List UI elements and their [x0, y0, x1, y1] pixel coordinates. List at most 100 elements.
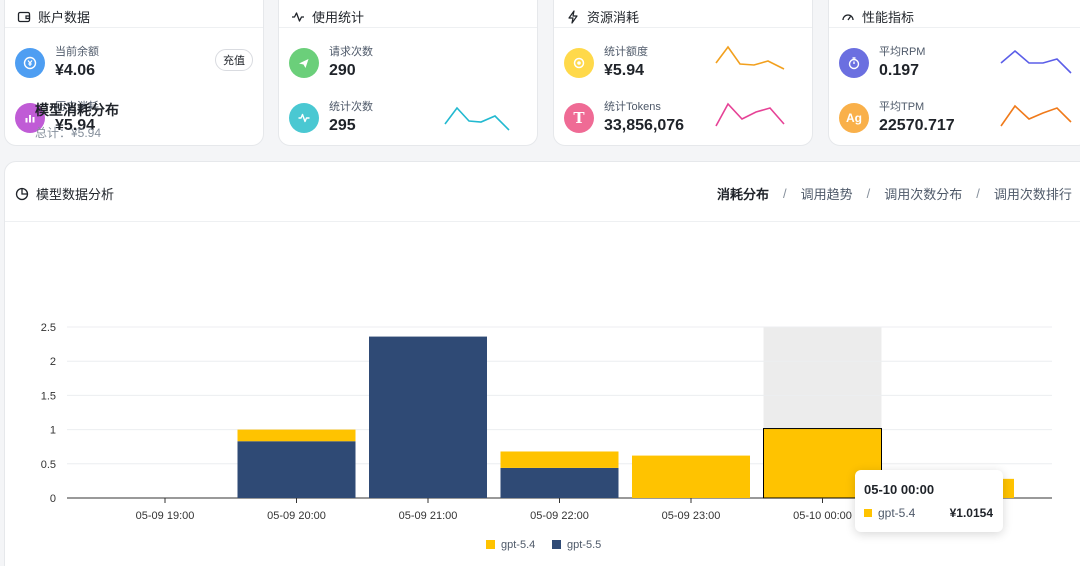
tab-call-count-ranking[interactable]: 调用次数排行 — [993, 187, 1072, 202]
tpm-sparkline — [999, 102, 1075, 132]
tab-separator: / — [976, 186, 980, 201]
pulse-icon — [289, 103, 319, 133]
pie-chart-icon — [15, 187, 29, 201]
performance-metrics-card: 性能指标 平均RPM 0.197 Ag 平均TPM 22570.717 — [828, 0, 1080, 146]
stat-count-label: 统计次数 — [329, 100, 373, 113]
x-tick-label: 05-09 23:00 — [662, 510, 721, 522]
requests-label: 请求次数 — [329, 45, 373, 58]
tokens-row: T 统计Tokens 33,856,076 — [564, 98, 802, 138]
tpm-label: 平均TPM — [879, 100, 925, 113]
usage-card-header: 使用统计 — [291, 7, 364, 26]
tpm-value: 22570.717 — [879, 116, 955, 134]
divider — [5, 221, 1080, 222]
rpm-sparkline — [999, 47, 1075, 77]
silver-badge-icon: Ag — [839, 103, 869, 133]
quota-label: 统计额度 — [604, 45, 648, 58]
balance-row: 当前余额 ¥4.06 充值 — [15, 43, 253, 83]
tooltip-title: 05-10 00:00 — [864, 482, 935, 497]
usage-card-title: 使用统计 — [312, 10, 365, 25]
rpm-label: 平均RPM — [879, 45, 926, 58]
recharge-button[interactable]: 充值 — [215, 49, 253, 71]
y-tick-label: 1.5 — [41, 390, 56, 402]
text-icon: T — [564, 103, 594, 133]
chart-tooltip: 05-10 00:00 gpt-5.4 ¥1.0154 — [855, 470, 1003, 532]
balance-label: 当前余额 — [55, 45, 99, 58]
bar-gpt-5.4 — [1000, 478, 1014, 498]
analysis-tabs: 消耗分布 / 调用趋势 / 调用次数分布 / 调用次数排行 — [717, 184, 1072, 203]
bar-gpt-5.5 — [237, 441, 356, 498]
tooltip-swatch — [864, 509, 872, 517]
history-row: 历史消耗 ¥5.94 — [15, 98, 253, 138]
tokens-sparkline — [714, 102, 790, 132]
tooltip-series-name: gpt-5.4 — [878, 506, 916, 520]
x-tick-label: 05-09 20:00 — [267, 510, 326, 522]
x-tick-label: 05-09 19:00 — [136, 510, 195, 522]
y-tick-label: 0.5 — [41, 459, 56, 471]
account-card-header: 账户数据 — [17, 7, 90, 26]
x-tick-label: 05-09 22:00 — [530, 510, 589, 522]
balance-value: ¥4.06 — [55, 61, 96, 79]
gauge-icon — [841, 10, 855, 24]
account-card-title: 账户数据 — [38, 10, 91, 25]
divider — [554, 27, 812, 28]
history-label: 历史消耗 — [55, 100, 99, 113]
history-value: ¥5.94 — [55, 116, 96, 134]
account-data-card: 账户数据 当前余额 ¥4.06 充值 历史消耗 ¥5.94 — [4, 0, 264, 146]
tab-separator: / — [866, 186, 871, 201]
chart-subtitle: 总计：¥5.94 — [35, 126, 102, 140]
stopwatch-icon — [839, 48, 869, 78]
tpm-row: Ag 平均TPM 22570.717 — [839, 98, 1079, 138]
rpm-value: 0.197 — [879, 61, 920, 79]
quota-value: ¥5.94 — [604, 61, 645, 79]
tokens-value: 33,856,076 — [604, 116, 685, 134]
tooltip-value: ¥1.0154 — [949, 506, 993, 520]
stat-count-row: 统计次数 295 — [289, 98, 527, 138]
divider — [5, 27, 263, 28]
bar-gpt-5.4 — [500, 451, 619, 468]
balance-icon — [15, 48, 45, 78]
activity-icon — [291, 10, 305, 24]
performance-card-title: 性能指标 — [862, 10, 915, 25]
wallet-icon — [17, 10, 31, 24]
legend-label: gpt-5.4 — [501, 539, 535, 551]
quota-row: 统计额度 ¥5.94 — [564, 43, 802, 83]
divider — [829, 27, 1080, 28]
y-tick-label: 1 — [50, 425, 56, 437]
tab-separator: / — [783, 186, 787, 201]
stat-count-sparkline — [439, 102, 515, 132]
rpm-row: 平均RPM 0.197 — [839, 43, 1079, 83]
bar-gpt-5.4 — [632, 455, 750, 498]
legend-swatch — [486, 540, 495, 549]
performance-card-header: 性能指标 — [841, 7, 914, 26]
resource-usage-card: 资源消耗 统计额度 ¥5.94 T 统计Tokens 33,856,076 — [553, 0, 813, 146]
y-tick-label: 2.5 — [41, 322, 56, 334]
send-icon — [289, 48, 319, 78]
tooltip-row: gpt-5.4 ¥1.0154 — [864, 506, 993, 520]
coin-icon — [564, 48, 594, 78]
stat-count-value: 295 — [329, 116, 356, 134]
tab-call-trend[interactable]: 调用趋势 — [800, 187, 853, 202]
divider — [279, 27, 537, 28]
analysis-title: 模型数据分析 — [36, 187, 115, 202]
resource-card-title: 资源消耗 — [587, 10, 640, 25]
y-tick-label: 2 — [50, 356, 56, 368]
requests-value: 290 — [329, 61, 356, 79]
legend-label: gpt-5.5 — [567, 539, 601, 551]
tab-call-count-distribution[interactable]: 调用次数分布 — [884, 187, 963, 202]
requests-row: 请求次数 290 — [289, 43, 527, 83]
legend-swatch — [552, 540, 561, 549]
lightning-icon — [566, 9, 580, 24]
analysis-header: 模型数据分析 — [15, 184, 114, 203]
tokens-label: 统计Tokens — [604, 100, 661, 113]
bar-chart-icon — [15, 103, 45, 133]
tab-consumption-distribution[interactable]: 消耗分布 — [717, 187, 770, 202]
bar-gpt-5.4 — [237, 429, 356, 442]
usage-stats-card: 使用统计 请求次数 290 统计次数 295 — [278, 0, 538, 146]
resource-card-header: 资源消耗 — [566, 7, 639, 26]
x-tick-label: 05-09 21:00 — [399, 510, 458, 522]
y-tick-label: 0 — [50, 493, 56, 505]
bar-gpt-5.5 — [369, 336, 487, 498]
chart-title: 模型消耗分布 — [35, 102, 119, 118]
bar-gpt-5.5 — [500, 467, 619, 498]
